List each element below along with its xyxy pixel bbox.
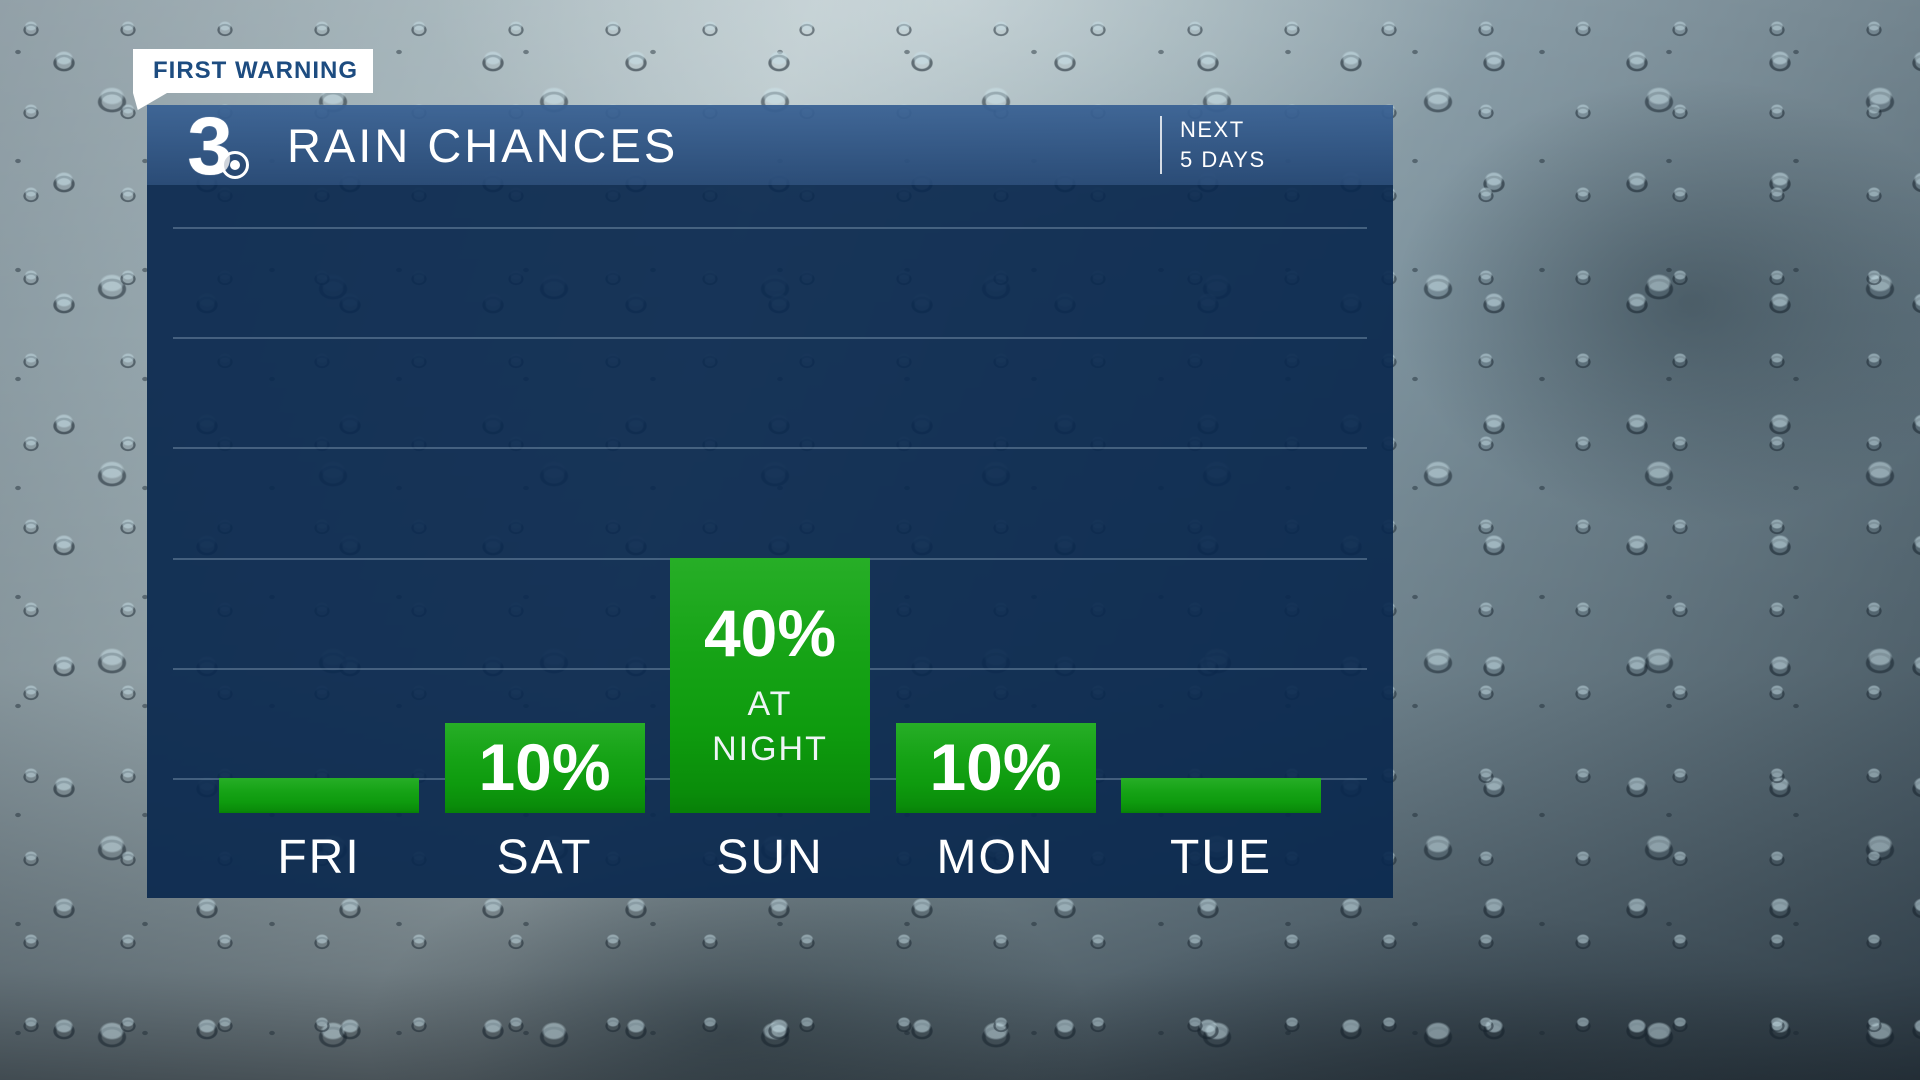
bar-tue <box>1121 778 1321 813</box>
rain-chances-panel: 3 RAIN CHANCES NEXT 5 DAYS FRI 10% SAT 40% A… <box>147 105 1393 898</box>
day-label-sat: SAT <box>496 831 593 884</box>
bar-value-label: 40% <box>703 595 837 670</box>
day-label-fri: FRI <box>277 831 361 884</box>
rain-chart: FRI 10% SAT 40% AT NIGHT SUN 10% MON TUE <box>147 185 1393 898</box>
forecast-period: NEXT 5 DAYS <box>1160 105 1266 185</box>
header-divider <box>1160 116 1162 174</box>
gridline <box>173 447 1367 450</box>
bar-sat: 10% <box>444 723 645 813</box>
panel-header: 3 RAIN CHANCES NEXT 5 DAYS <box>147 105 1393 188</box>
forecast-period-line1: NEXT <box>1180 117 1245 142</box>
bar-value-label: 10% <box>929 730 1062 805</box>
bar-sun: 40% AT NIGHT <box>670 558 870 813</box>
cbs-eye-icon <box>221 151 249 179</box>
cbs-eye-pupil <box>230 160 240 170</box>
bar-annotation: AT NIGHT <box>712 685 828 769</box>
chart-background: FRI 10% SAT 40% AT NIGHT SUN 10% MON TUE <box>147 185 1393 898</box>
first-warning-label: FIRST WARNING <box>153 57 358 84</box>
bar-value-label: 10% <box>478 730 611 805</box>
first-warning-tab: FIRST WARNING <box>133 49 373 110</box>
bar-mon: 10% <box>895 723 1096 813</box>
gridline <box>173 227 1367 229</box>
bar-fri <box>219 778 419 813</box>
day-label-sun: SUN <box>716 831 824 884</box>
forecast-period-line2: 5 DAYS <box>1180 147 1266 172</box>
day-label-mon: MON <box>936 831 1055 884</box>
channel-3-logo: 3 <box>179 105 249 188</box>
day-label-tue: TUE <box>1170 831 1272 884</box>
forecast-period-text: NEXT 5 DAYS <box>1180 115 1266 175</box>
gridline <box>173 337 1367 340</box>
page-title: RAIN CHANCES <box>287 118 679 172</box>
